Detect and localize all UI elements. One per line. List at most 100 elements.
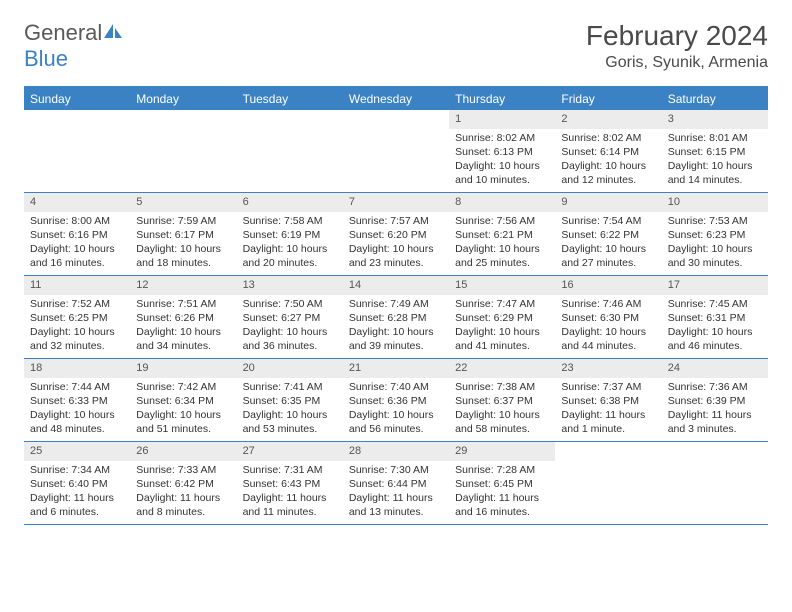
date-number: 26 xyxy=(130,442,236,461)
day-cell-20: 20Sunrise: 7:41 AMSunset: 6:35 PMDayligh… xyxy=(237,359,343,441)
sunrise-text: Sunrise: 7:44 AM xyxy=(30,380,124,394)
date-number: 6 xyxy=(237,193,343,212)
date-number: 25 xyxy=(24,442,130,461)
sunrise-text: Sunrise: 7:36 AM xyxy=(668,380,762,394)
day-cell-25: 25 Sunrise: 7:34 AMSunset: 6:40 PMDayligh… xyxy=(24,442,130,524)
sunrise-text: Sunrise: 7:38 AM xyxy=(455,380,549,394)
daylight-text: Daylight: 10 hours and 20 minutes. xyxy=(243,242,337,270)
date-number: 11 xyxy=(24,276,130,295)
sunrise-text: Sunrise: 7:53 AM xyxy=(668,214,762,228)
sunrise-text: Sunrise: 7:33 AM xyxy=(136,463,230,477)
daylight-text: Daylight: 10 hours and 53 minutes. xyxy=(243,408,337,436)
daylight-text: Daylight: 10 hours and 30 minutes. xyxy=(668,242,762,270)
day-info: Sunrise: 7:59 AMSunset: 6:17 PMDaylight:… xyxy=(130,212,236,275)
day-header-wednesday: Wednesday xyxy=(343,88,449,110)
day-cell-17: 17Sunrise: 7:45 AMSunset: 6:31 PMDayligh… xyxy=(662,276,768,358)
day-info: Sunrise: 7:47 AMSunset: 6:29 PMDaylight:… xyxy=(449,295,555,358)
day-header-thursday: Thursday xyxy=(449,88,555,110)
sunrise-text: Sunrise: 8:01 AM xyxy=(668,131,762,145)
date-number: 14 xyxy=(343,276,449,295)
sunset-text: Sunset: 6:20 PM xyxy=(349,228,443,242)
sunrise-text: Sunrise: 7:30 AM xyxy=(349,463,443,477)
day-cell-24: 24Sunrise: 7:36 AMSunset: 6:39 PMDayligh… xyxy=(662,359,768,441)
daylight-text: Daylight: 10 hours and 44 minutes. xyxy=(561,325,655,353)
day-cell-8: 8Sunrise: 7:56 AMSunset: 6:21 PMDaylight… xyxy=(449,193,555,275)
daylight-text: Daylight: 11 hours and 8 minutes. xyxy=(136,491,230,519)
day-cell-11: 11Sunrise: 7:52 AMSunset: 6:25 PMDayligh… xyxy=(24,276,130,358)
sunset-text: Sunset: 6:45 PM xyxy=(455,477,549,491)
daylight-text: Daylight: 10 hours and 58 minutes. xyxy=(455,408,549,436)
daylight-text: Daylight: 10 hours and 25 minutes. xyxy=(455,242,549,270)
day-info: Sunrise: 7:58 AMSunset: 6:19 PMDaylight:… xyxy=(237,212,343,275)
daylight-text: Daylight: 10 hours and 10 minutes. xyxy=(455,159,549,187)
day-info: Sunrise: 7:31 AMSunset: 6:43 PMDaylight:… xyxy=(237,461,343,524)
day-cell-12: 12Sunrise: 7:51 AMSunset: 6:26 PMDayligh… xyxy=(130,276,236,358)
empty-cell xyxy=(662,442,768,524)
week-row: 1Sunrise: 8:02 AMSunset: 6:13 PMDaylight… xyxy=(24,110,768,192)
date-number: 27 xyxy=(237,442,343,461)
title-block: February 2024 Goris, Syunik, Armenia xyxy=(586,20,768,72)
sunset-text: Sunset: 6:25 PM xyxy=(30,311,124,325)
week-row: 18Sunrise: 7:44 AMSunset: 6:33 PMDayligh… xyxy=(24,358,768,441)
sunrise-text: Sunrise: 7:34 AM xyxy=(30,463,124,477)
day-cell-15: 15Sunrise: 7:47 AMSunset: 6:29 PMDayligh… xyxy=(449,276,555,358)
sunset-text: Sunset: 6:27 PM xyxy=(243,311,337,325)
sunset-text: Sunset: 6:16 PM xyxy=(30,228,124,242)
day-info: Sunrise: 7:40 AMSunset: 6:36 PMDaylight:… xyxy=(343,378,449,441)
empty-cell xyxy=(343,110,449,192)
sunrise-text: Sunrise: 8:02 AM xyxy=(561,131,655,145)
sunset-text: Sunset: 6:23 PM xyxy=(668,228,762,242)
date-number: 16 xyxy=(555,276,661,295)
logo-text: GeneralBlue xyxy=(24,20,124,72)
sunset-text: Sunset: 6:39 PM xyxy=(668,394,762,408)
date-number: 17 xyxy=(662,276,768,295)
sunrise-text: Sunrise: 8:02 AM xyxy=(455,131,549,145)
sunrise-text: Sunrise: 7:59 AM xyxy=(136,214,230,228)
day-info: Sunrise: 7:33 AMSunset: 6:42 PMDaylight:… xyxy=(130,461,236,524)
day-info: Sunrise: 7:50 AMSunset: 6:27 PMDaylight:… xyxy=(237,295,343,358)
logo-part2: Blue xyxy=(24,46,68,71)
day-cell-27: 27Sunrise: 7:31 AMSunset: 6:43 PMDayligh… xyxy=(237,442,343,524)
day-info: Sunrise: 7:49 AMSunset: 6:28 PMDaylight:… xyxy=(343,295,449,358)
day-info: Sunrise: 8:02 AMSunset: 6:13 PMDaylight:… xyxy=(449,129,555,192)
date-number: 12 xyxy=(130,276,236,295)
day-info: Sunrise: 7:53 AMSunset: 6:23 PMDaylight:… xyxy=(662,212,768,275)
date-number: 19 xyxy=(130,359,236,378)
daylight-text: Daylight: 10 hours and 14 minutes. xyxy=(668,159,762,187)
sunset-text: Sunset: 6:44 PM xyxy=(349,477,443,491)
sunrise-text: Sunrise: 7:31 AM xyxy=(243,463,337,477)
week-row: 11Sunrise: 7:52 AMSunset: 6:25 PMDayligh… xyxy=(24,275,768,358)
day-info: Sunrise: 8:01 AMSunset: 6:15 PMDaylight:… xyxy=(662,129,768,192)
day-info: Sunrise: 7:52 AMSunset: 6:25 PMDaylight:… xyxy=(24,295,130,358)
daylight-text: Daylight: 11 hours and 6 minutes. xyxy=(30,491,124,519)
day-cell-6: 6Sunrise: 7:58 AMSunset: 6:19 PMDaylight… xyxy=(237,193,343,275)
sunrise-text: Sunrise: 7:47 AM xyxy=(455,297,549,311)
sunset-text: Sunset: 6:40 PM xyxy=(30,477,124,491)
day-info: Sunrise: 8:02 AMSunset: 6:14 PMDaylight:… xyxy=(555,129,661,192)
day-cell-1: 1Sunrise: 8:02 AMSunset: 6:13 PMDaylight… xyxy=(449,110,555,192)
header: GeneralBlue February 2024 Goris, Syunik,… xyxy=(24,20,768,72)
logo-sail-icon xyxy=(102,22,124,40)
sunset-text: Sunset: 6:15 PM xyxy=(668,145,762,159)
sunrise-text: Sunrise: 7:56 AM xyxy=(455,214,549,228)
day-cell-14: 14Sunrise: 7:49 AMSunset: 6:28 PMDayligh… xyxy=(343,276,449,358)
date-number: 22 xyxy=(449,359,555,378)
day-header-friday: Friday xyxy=(555,88,661,110)
date-number: 2 xyxy=(555,110,661,129)
day-header-tuesday: Tuesday xyxy=(237,88,343,110)
date-number: 7 xyxy=(343,193,449,212)
sunset-text: Sunset: 6:28 PM xyxy=(349,311,443,325)
date-number: 28 xyxy=(343,442,449,461)
daylight-text: Daylight: 10 hours and 41 minutes. xyxy=(455,325,549,353)
sunrise-text: Sunrise: 7:50 AM xyxy=(243,297,337,311)
daylight-text: Daylight: 10 hours and 23 minutes. xyxy=(349,242,443,270)
day-info: Sunrise: 7:56 AMSunset: 6:21 PMDaylight:… xyxy=(449,212,555,275)
sunrise-text: Sunrise: 8:00 AM xyxy=(30,214,124,228)
date-number: 21 xyxy=(343,359,449,378)
day-cell-5: 5Sunrise: 7:59 AMSunset: 6:17 PMDaylight… xyxy=(130,193,236,275)
calendar-weeks: 1Sunrise: 8:02 AMSunset: 6:13 PMDaylight… xyxy=(24,110,768,525)
daylight-text: Daylight: 10 hours and 32 minutes. xyxy=(30,325,124,353)
daylight-text: Daylight: 11 hours and 13 minutes. xyxy=(349,491,443,519)
daylight-text: Daylight: 10 hours and 48 minutes. xyxy=(30,408,124,436)
day-header-sunday: Sunday xyxy=(24,88,130,110)
